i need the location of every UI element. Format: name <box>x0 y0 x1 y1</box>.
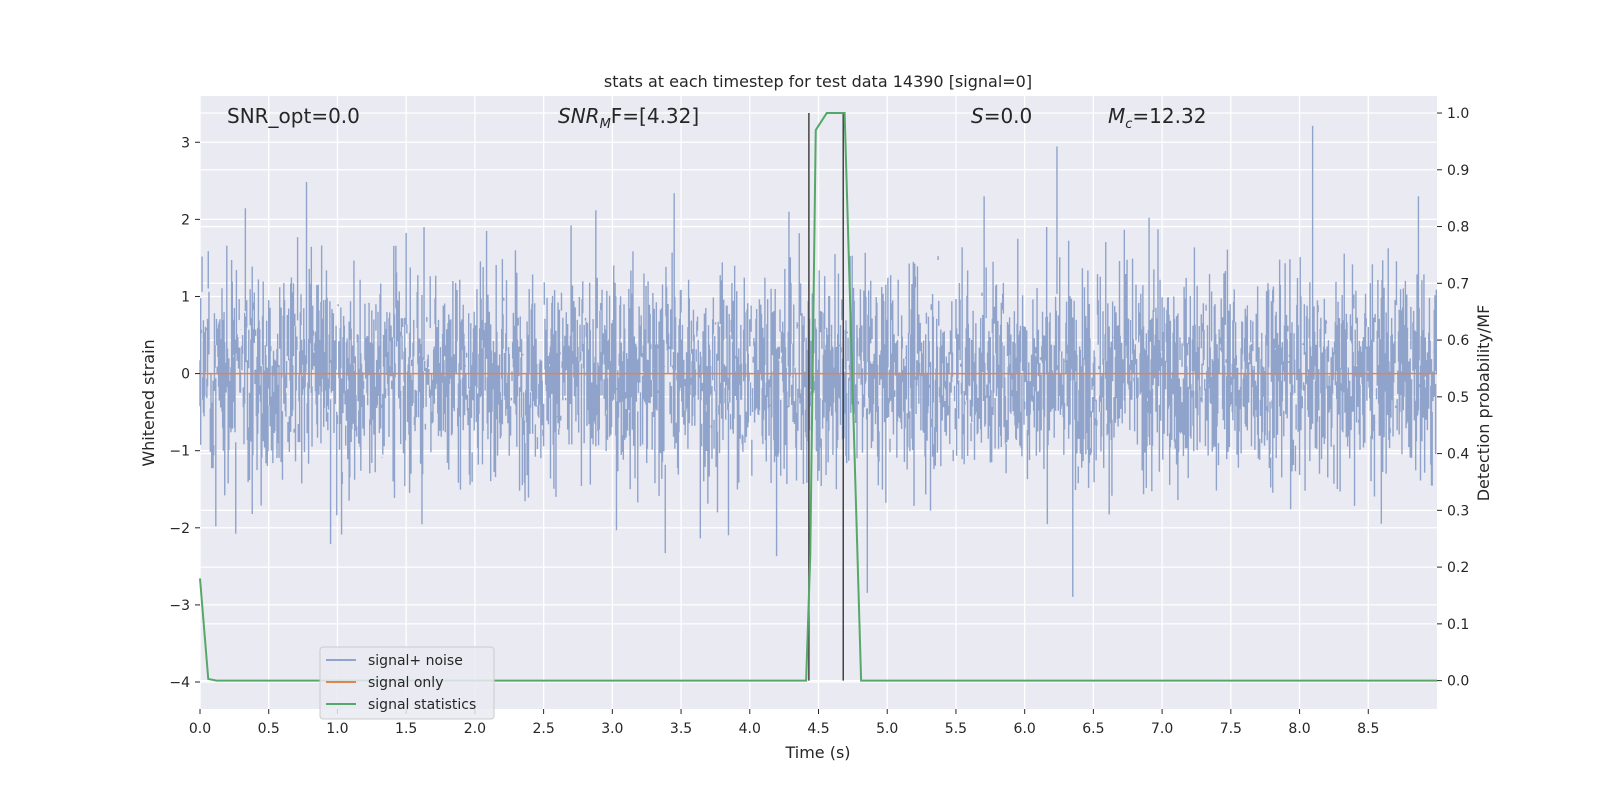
x-tick-label: 5.0 <box>876 721 898 737</box>
y-right-tick-label: 0.3 <box>1447 503 1469 519</box>
y-right-tick-label: 0.2 <box>1447 560 1469 576</box>
series-signal-statistics-line <box>199 112 1437 682</box>
annotation-snr-opt: SNR_opt=0.0 <box>227 104 360 128</box>
ticks-layer: 0.0 0.5 1.0 1.5 2.0 2.5 3.0 3.5 4.0 4.5 5.0 5.5 6.0 6… <box>169 106 1469 737</box>
noise-series <box>199 125 1438 597</box>
x-tick-label: 1.0 <box>326 721 348 737</box>
y-right-tick-label: 0.4 <box>1447 447 1469 463</box>
y-left-tick-label: 0 <box>181 367 190 383</box>
y-left-tick-label: −1 <box>169 444 190 460</box>
x-tick-label: 2.0 <box>464 721 486 737</box>
x-tick-label: 6.0 <box>1014 721 1036 737</box>
x-tick-label: 0.5 <box>258 721 280 737</box>
legend-label-signal-noise: signal+ noise <box>368 653 463 669</box>
annotation-s: S=0.0 <box>971 104 1032 128</box>
y-right-tick-label: 0.9 <box>1447 163 1469 179</box>
series-signal-noise-line <box>199 125 1438 597</box>
x-tick-label: 5.5 <box>945 721 967 737</box>
y-left-tick-label: 2 <box>181 212 190 228</box>
x-tick-label: 4.5 <box>807 721 829 737</box>
y-right-tick-label: 0.0 <box>1447 674 1469 690</box>
y-left-tick-label: −2 <box>169 521 190 537</box>
legend-label-signal-statistics: signal statistics <box>368 697 476 713</box>
lines-layer <box>199 112 1437 682</box>
y-right-tick-label: 0.5 <box>1447 390 1469 406</box>
y-left-tick-label: −4 <box>169 675 190 691</box>
y-left-tick-label: 1 <box>181 289 190 305</box>
x-axis-label: Time (s) <box>784 743 850 762</box>
x-tick-label: 7.0 <box>1151 721 1173 737</box>
y-right-tick-label: 0.8 <box>1447 220 1469 236</box>
x-tick-label: 0.0 <box>189 721 211 737</box>
x-tick-label: 8.0 <box>1288 721 1310 737</box>
x-tick-label: 4.0 <box>739 721 761 737</box>
y-left-tick-label: −3 <box>169 598 190 614</box>
x-tick-label: 3.0 <box>601 721 623 737</box>
chart-title: stats at each timestep for test data 143… <box>604 72 1032 91</box>
annotation-mc: Mc=12.32 <box>1108 104 1206 132</box>
legend: signal+ noise signal only signal statist… <box>319 646 495 720</box>
y-left-axis-label: Whitened strain <box>139 339 158 466</box>
annotation-snr-mf: SNRMF=[4.32] <box>558 104 699 132</box>
x-tick-label: 6.5 <box>1082 721 1104 737</box>
x-tick-label: 7.5 <box>1220 721 1242 737</box>
y-left-tick-label: 3 <box>181 135 190 151</box>
x-tick-label: 3.5 <box>670 721 692 737</box>
y-right-tick-label: 0.7 <box>1447 276 1469 292</box>
y-right-axis-label: Detection probability/MF <box>1474 305 1493 502</box>
x-tick-label: 8.5 <box>1357 721 1379 737</box>
y-right-tick-label: 1.0 <box>1447 106 1469 122</box>
x-tick-label: 1.5 <box>395 721 417 737</box>
x-tick-label: 2.5 <box>532 721 554 737</box>
y-right-tick-label: 0.1 <box>1447 617 1469 633</box>
legend-box <box>319 646 495 720</box>
legend-label-signal-only: signal only <box>368 675 443 691</box>
y-right-tick-label: 0.6 <box>1447 333 1469 349</box>
